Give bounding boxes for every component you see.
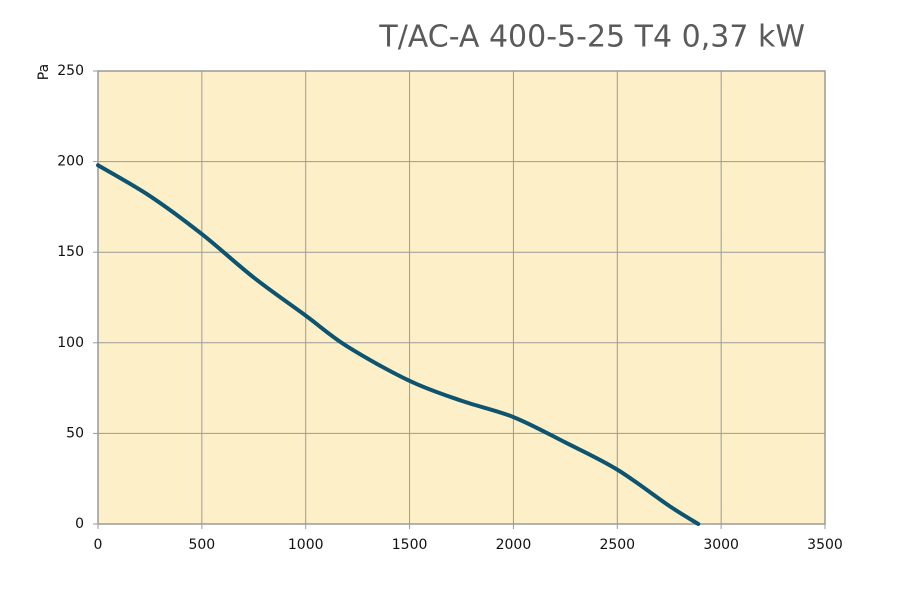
chart-title: T/AC-A 400-5-25 T4 0,37 kW [378,20,805,55]
y-tick-label: 0 [75,516,84,532]
x-tick-label: 500 [188,537,215,553]
plot-area [98,71,825,524]
x-tick-label: 0 [94,537,103,553]
x-tick-label: 1000 [288,537,324,553]
y-tick-label: 150 [57,244,84,260]
y-axis-label: Pa [36,64,52,80]
x-tick-label: 1500 [392,537,428,553]
curve [96,163,701,526]
y-tick-label: 250 [57,63,84,79]
x-tick-label: 3000 [703,537,739,553]
y-tick-label: 200 [57,154,84,170]
plot-border [97,70,826,525]
x-tick-label: 2500 [599,537,635,553]
y-tick-label: 50 [66,425,84,441]
y-tick-label: 100 [57,335,84,351]
x-tick-label: 3500 [807,537,843,553]
x-tick-label: 2000 [496,537,532,553]
